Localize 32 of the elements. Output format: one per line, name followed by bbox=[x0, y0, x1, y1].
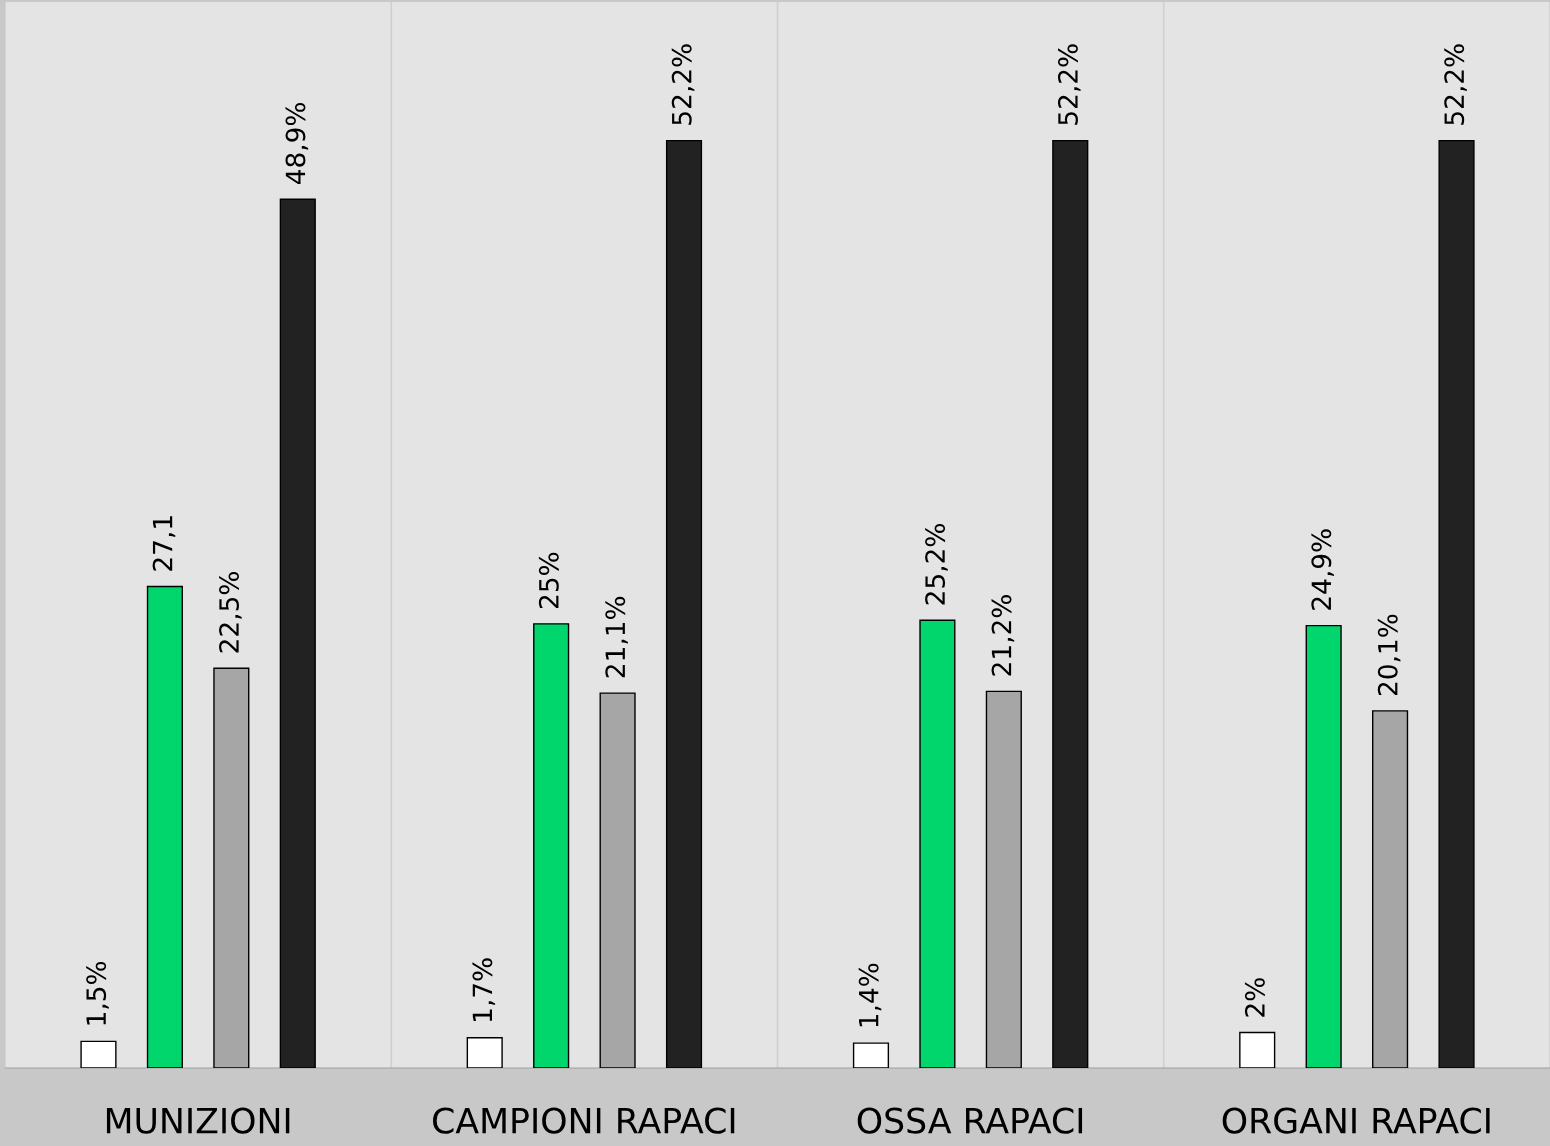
data-label: 25,2% bbox=[925, 524, 948, 605]
bar bbox=[1305, 624, 1342, 1068]
data-label: 21,2% bbox=[991, 595, 1015, 676]
data-label: 2% bbox=[1244, 978, 1265, 1017]
data-label: 52,2% bbox=[1444, 44, 1467, 125]
data-label: 27,1 bbox=[152, 516, 176, 571]
data-label: 52,2% bbox=[671, 44, 695, 125]
bar bbox=[533, 623, 570, 1068]
data-label: 1,7% bbox=[472, 958, 496, 1022]
data-label: 20,1% bbox=[1377, 614, 1401, 696]
data-label: 1,4% bbox=[858, 963, 882, 1027]
bar bbox=[80, 1040, 117, 1068]
data-label: 52,2% bbox=[1057, 44, 1081, 125]
data-label: 1,5% bbox=[86, 961, 109, 1025]
bar bbox=[1052, 139, 1089, 1068]
x-tick-label: ORGANI RAPACI bbox=[1222, 1107, 1490, 1134]
bar bbox=[279, 198, 316, 1068]
bar bbox=[466, 1037, 503, 1068]
data-label: 22,5% bbox=[219, 571, 242, 653]
bar bbox=[1438, 139, 1475, 1068]
bar bbox=[146, 585, 183, 1068]
data-label: 21,1% bbox=[605, 596, 628, 678]
data-label: 25% bbox=[538, 552, 559, 609]
bar bbox=[665, 139, 703, 1068]
x-tick-label: MUNIZIONI bbox=[106, 1107, 290, 1134]
bar bbox=[852, 1042, 890, 1068]
data-label: 48,9% bbox=[285, 102, 309, 185]
bar bbox=[919, 619, 956, 1068]
x-tick-label: OSSA RAPACI bbox=[857, 1107, 1083, 1134]
x-tick-label: CAMPIONI RAPACI bbox=[433, 1107, 735, 1134]
bar bbox=[1239, 1031, 1276, 1068]
data-label: 24,9% bbox=[1311, 529, 1335, 610]
